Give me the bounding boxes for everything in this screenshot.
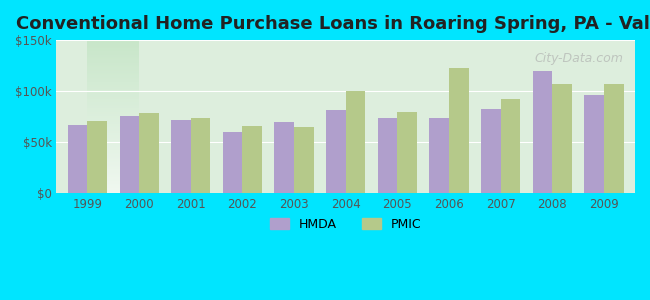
Bar: [552, 84, 572, 193]
Bar: [604, 84, 623, 193]
Bar: [346, 91, 365, 193]
Bar: [500, 99, 521, 193]
Legend: HMDA, PMIC: HMDA, PMIC: [265, 213, 426, 236]
Bar: [191, 118, 211, 193]
Bar: [120, 116, 139, 193]
Bar: [274, 122, 294, 193]
Bar: [378, 118, 397, 193]
Bar: [584, 95, 604, 193]
Bar: [171, 120, 191, 193]
Bar: [326, 110, 346, 193]
Bar: [223, 132, 242, 193]
Bar: [430, 118, 449, 193]
Bar: [88, 121, 107, 193]
Bar: [68, 125, 88, 193]
Bar: [481, 109, 500, 193]
Bar: [397, 112, 417, 193]
Bar: [533, 71, 552, 193]
Title: Conventional Home Purchase Loans in Roaring Spring, PA - Value: Conventional Home Purchase Loans in Roar…: [16, 15, 650, 33]
Bar: [242, 126, 262, 193]
Bar: [294, 127, 314, 193]
Text: City-Data.com: City-Data.com: [534, 52, 623, 65]
Bar: [449, 68, 469, 193]
Bar: [139, 112, 159, 193]
